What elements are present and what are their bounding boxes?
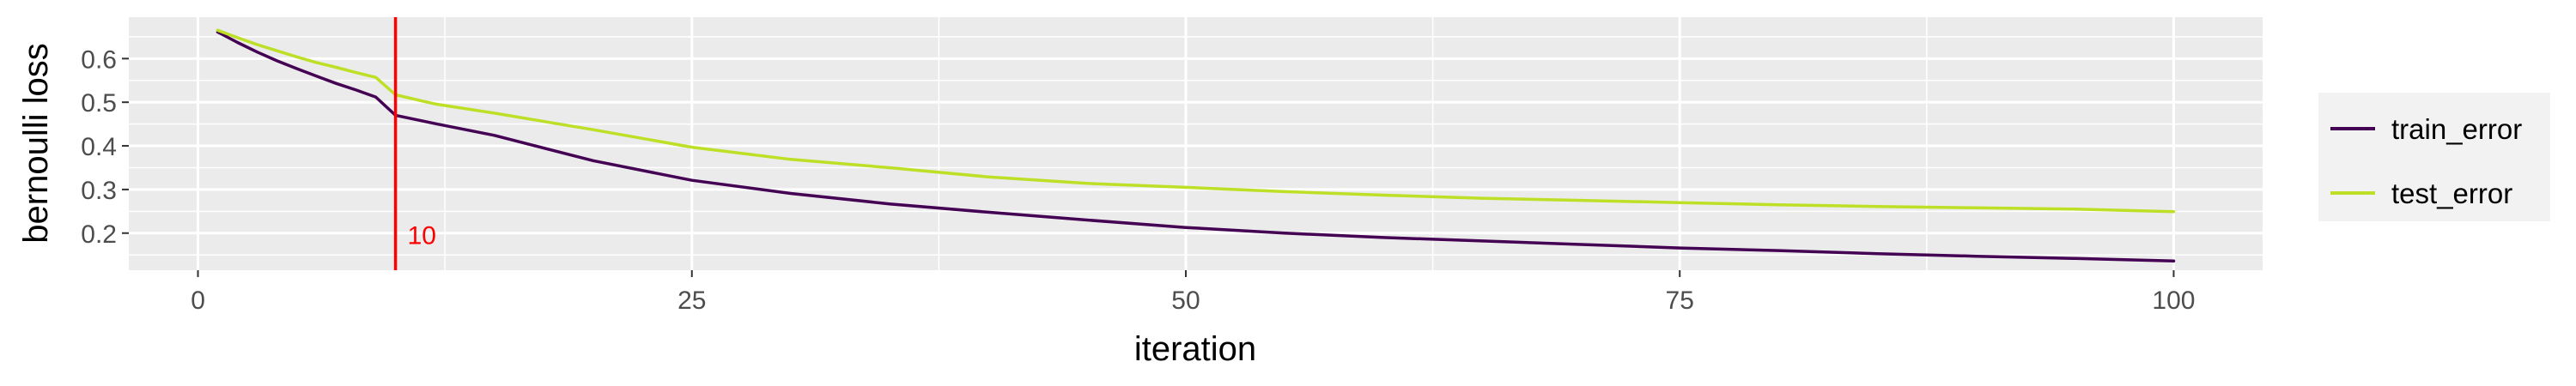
legend-item-train-error: train_error [2327,103,2522,154]
y-tick-label: 0.6 [81,45,117,74]
x-axis-label: iteration [1134,330,1256,368]
plot-panel: 10 [129,17,2263,270]
x-tick-label: 0 [191,286,205,315]
legend-label: train_error [2391,113,2522,145]
series-layer [216,28,2176,263]
x-tick-label: 100 [2152,286,2195,315]
series-line-test-error [216,28,2176,214]
series-line-train-error [216,30,2176,263]
y-tick-label: 0.5 [81,89,117,118]
legend-label: test_error [2391,178,2512,209]
reference-vline-label: 10 [408,221,436,250]
grid-major [129,17,2263,270]
x-tick-label: 75 [1666,286,1694,315]
x-tick-label: 25 [677,286,706,315]
y-tick-label: 0.4 [81,133,117,161]
vline-layer: 10 [393,17,436,270]
y-tick-label: 0.2 [81,220,117,249]
y-axis-label: bernoulli loss [17,43,55,243]
x-tick-label: 50 [1171,286,1200,315]
legend-item-test-error: test_error [2327,167,2512,219]
y-axis: 0.2 0.3 0.4 0.5 0.6 [81,45,129,249]
x-axis: 0 25 50 75 100 [191,270,2195,315]
y-tick-label: 0.3 [81,177,117,205]
legend: train_error test_error [2318,93,2550,221]
